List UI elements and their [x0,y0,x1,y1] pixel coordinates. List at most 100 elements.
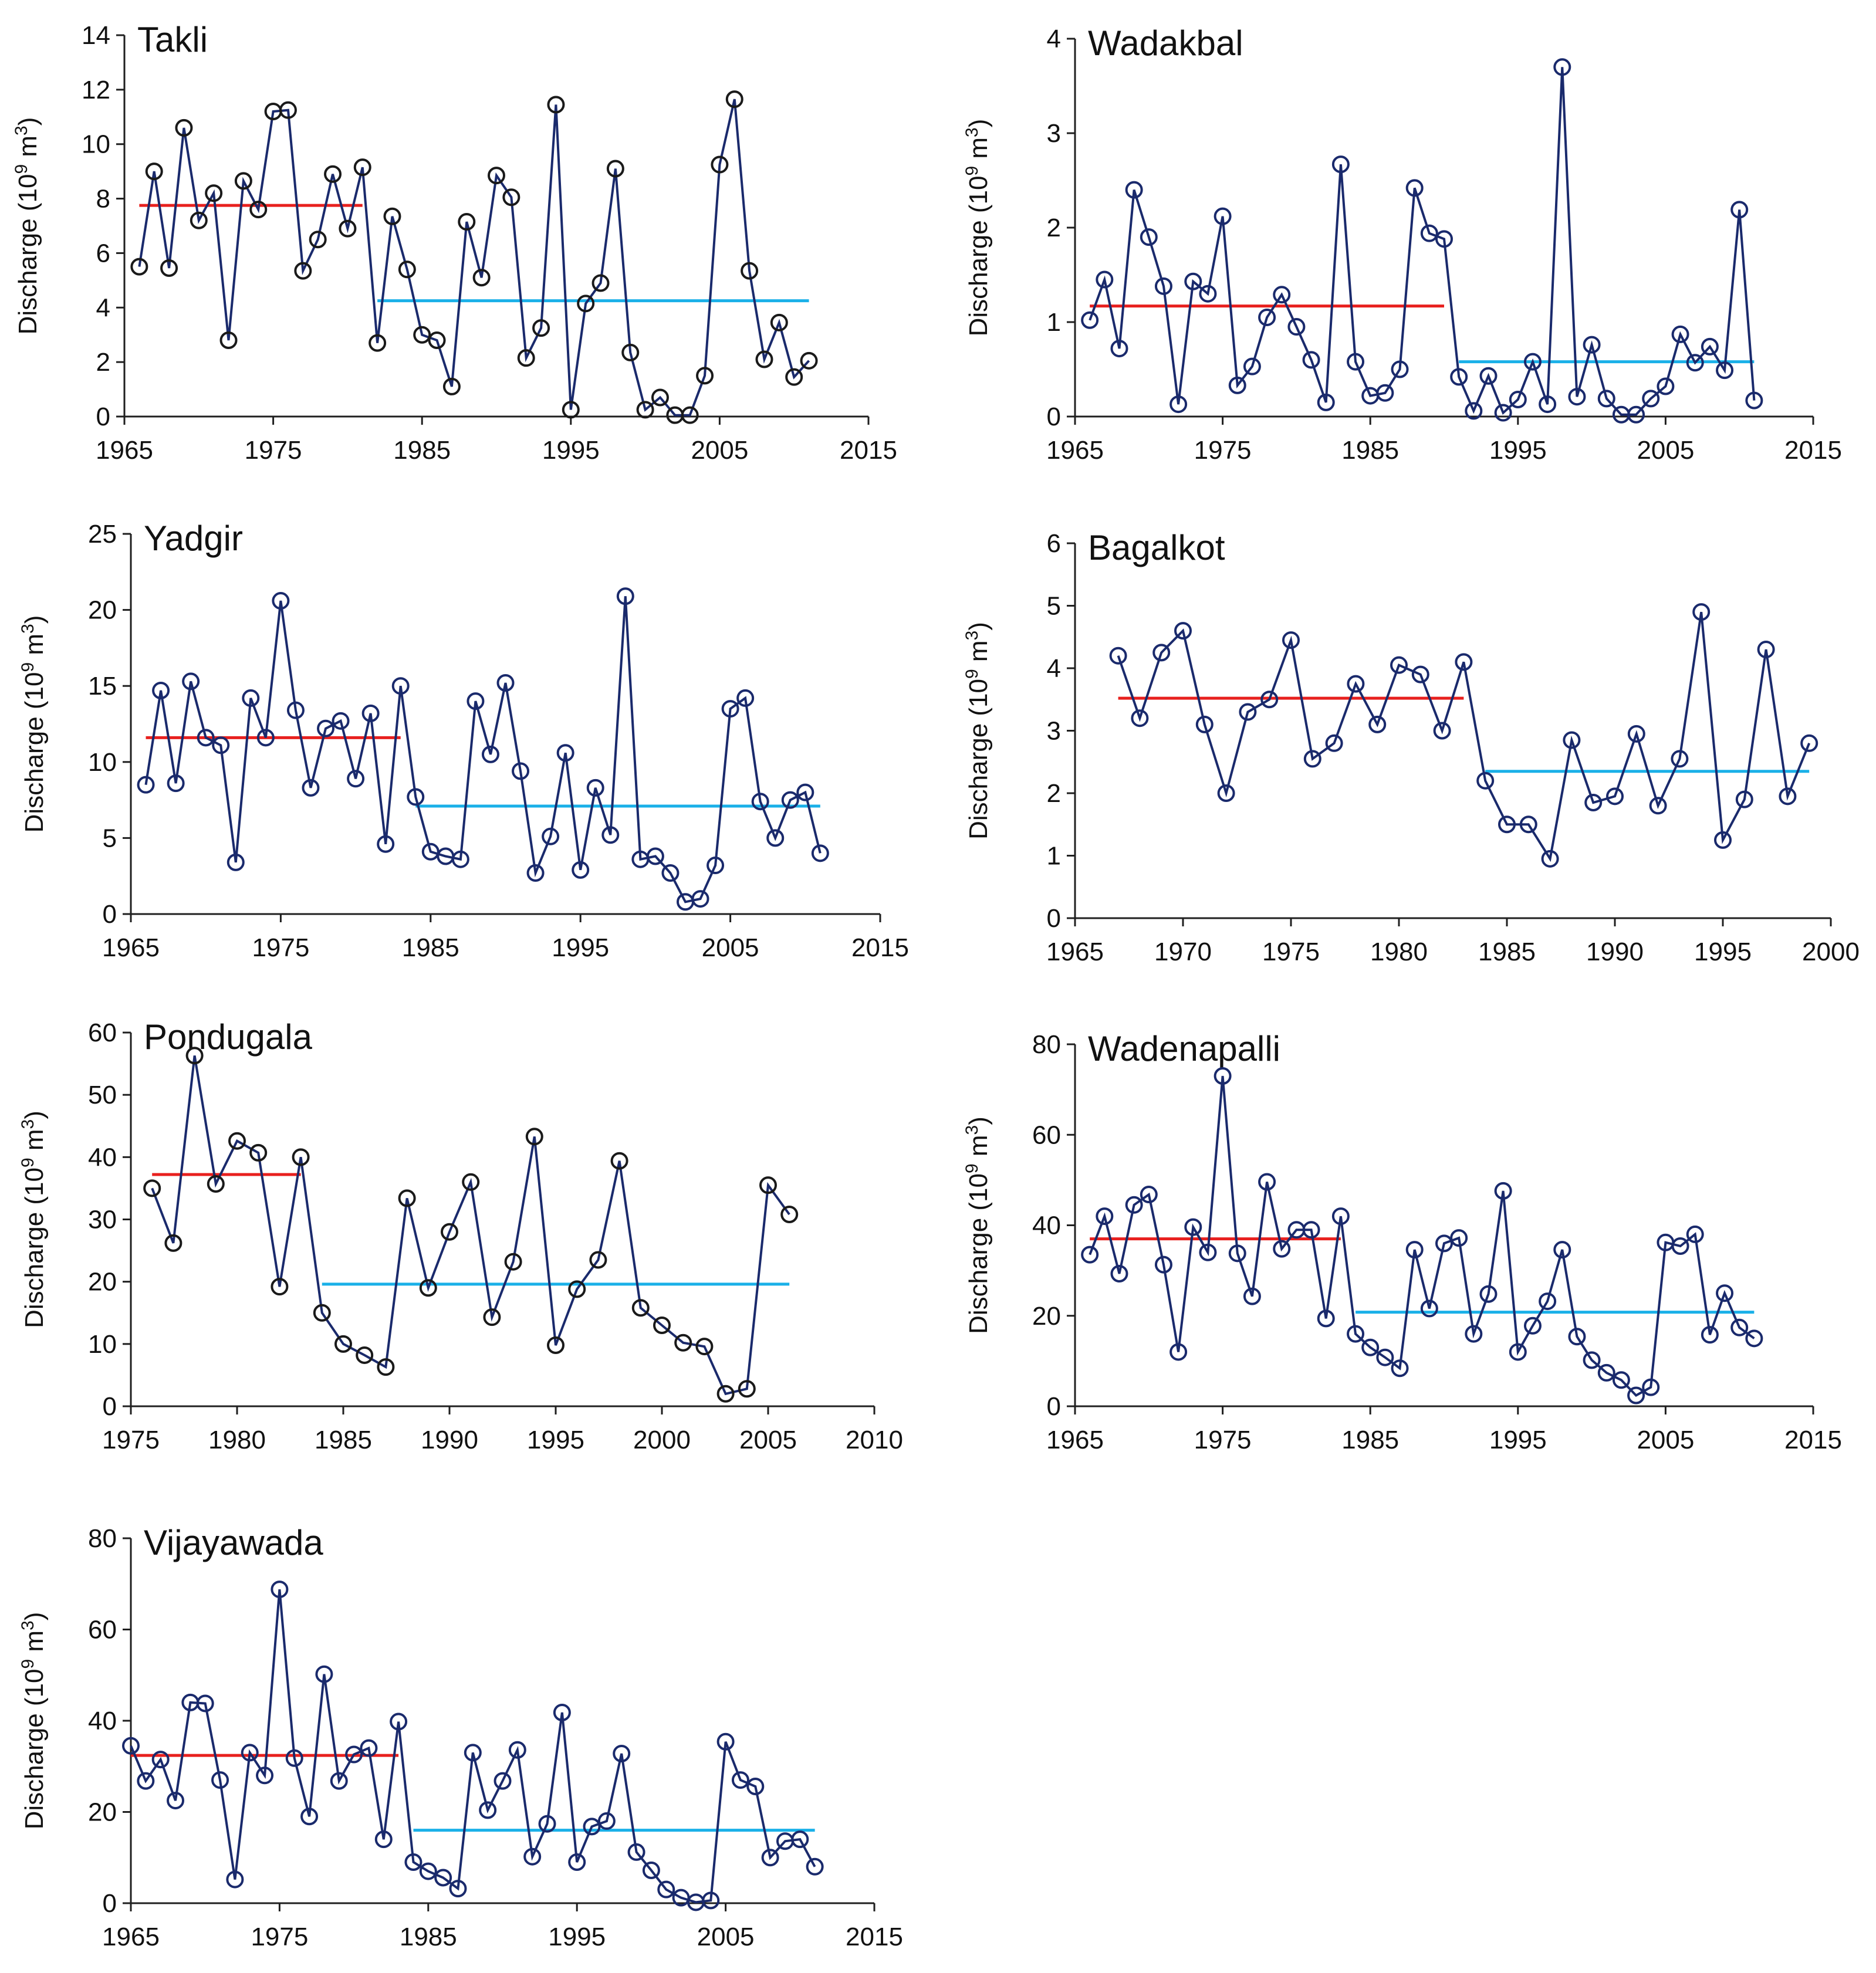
data-point [1303,750,1321,768]
x-tick-label: 1985 [400,1923,457,1951]
data-point [472,269,491,287]
data-point [383,207,401,225]
x-tick-label: 1965 [1046,938,1104,966]
data-point [766,829,785,847]
data-point [398,260,416,279]
x-tick-label: 1985 [1341,1426,1399,1454]
y-tick-label: 4 [1047,25,1061,53]
data-point [449,1880,467,1898]
data-point [1184,1218,1202,1236]
data-point [1420,1299,1438,1318]
data-point [285,1749,303,1767]
data-point [796,783,814,801]
y-axis-label-part: m [20,1129,49,1158]
data-point [1455,653,1473,671]
x-tick-label: 1995 [1489,1426,1547,1454]
data-point [627,1843,645,1861]
x-tick-label: 2005 [702,933,759,962]
data-point [249,201,268,219]
data-point [339,219,357,238]
y-tick-label: 40 [1032,1211,1061,1240]
data-point [1096,270,1114,289]
data-point [234,172,252,190]
data-point [197,729,215,747]
data-point [568,1280,586,1298]
data-point [770,313,788,331]
x-tick-label: 1995 [548,1923,606,1951]
data-point [532,319,550,337]
x-tick-label: 2015 [1784,1426,1842,1454]
data-point [702,1891,720,1910]
data-point [651,388,669,407]
data-point [636,401,654,419]
data-point [1411,665,1429,683]
y-tick-label: 2 [1047,214,1061,242]
data-point [190,211,208,229]
data-point [547,96,565,114]
data-point [512,762,530,780]
y-tick-label: 10 [88,748,117,777]
data-point [228,1132,246,1150]
y-axis-label-part: ) [964,622,993,631]
y-axis-label-superscript: 3 [18,624,38,634]
x-tick-label: 1995 [1489,436,1547,465]
x-tick-label: 1965 [1046,1426,1104,1454]
data-point [525,1128,543,1146]
data-point [1214,207,1232,225]
data-point [1686,1225,1704,1243]
data-point [589,1251,607,1269]
data-point [1391,360,1409,378]
chart-title: Wadenapalli [1088,1029,1280,1068]
data-point [249,1143,268,1162]
data-point [493,1772,512,1790]
data-point [1433,722,1451,740]
data-point [496,674,515,692]
y-tick-label: 8 [96,185,110,214]
data-point [294,262,312,280]
data-point [568,1853,586,1872]
y-axis-label-superscript: 3 [962,631,982,641]
data-point [1125,1196,1143,1214]
data-point [1243,357,1261,375]
data-point [731,1771,749,1789]
data-point [583,1818,601,1836]
data-point [377,1358,395,1376]
data-point [1390,656,1408,674]
data-point [657,1880,675,1898]
data-point [1302,1221,1320,1239]
y-axis-label-part: Discharge (10 [13,174,42,335]
x-tick-label: 1965 [102,933,160,962]
data-point [1450,368,1468,386]
data-point [1716,361,1734,380]
data-point [681,406,699,424]
data-point [1692,603,1711,621]
data-point [292,1148,310,1166]
data-point [508,1741,526,1759]
y-tick-label: 4 [96,293,110,322]
data-point [1331,155,1350,174]
y-axis-label-part: ) [13,117,42,126]
y-tick-label: 30 [88,1206,117,1234]
data-point [271,1278,289,1296]
data-point [806,1857,824,1876]
chart-title: Bagalkot [1088,528,1225,567]
data-point [1539,1292,1557,1311]
data-point [1494,1182,1512,1200]
data-point [309,231,327,249]
y-axis-label-superscript: 3 [12,126,31,136]
x-tick-label: 2015 [851,933,909,962]
x-tick-label: 1975 [251,1923,308,1951]
y-tick-label: 40 [88,1707,117,1735]
data-point [241,1744,259,1762]
data-point [360,1739,378,1757]
y-tick-label: 0 [103,900,117,929]
data-point [1140,1186,1158,1204]
data-point [1228,376,1246,394]
y-tick-label: 6 [1047,529,1061,558]
data-point [759,1176,777,1194]
x-tick-label: 1995 [1694,938,1752,966]
data-point [272,592,290,610]
data-point [1627,405,1645,424]
data-point [185,1047,204,1065]
data-point [1154,1255,1172,1274]
